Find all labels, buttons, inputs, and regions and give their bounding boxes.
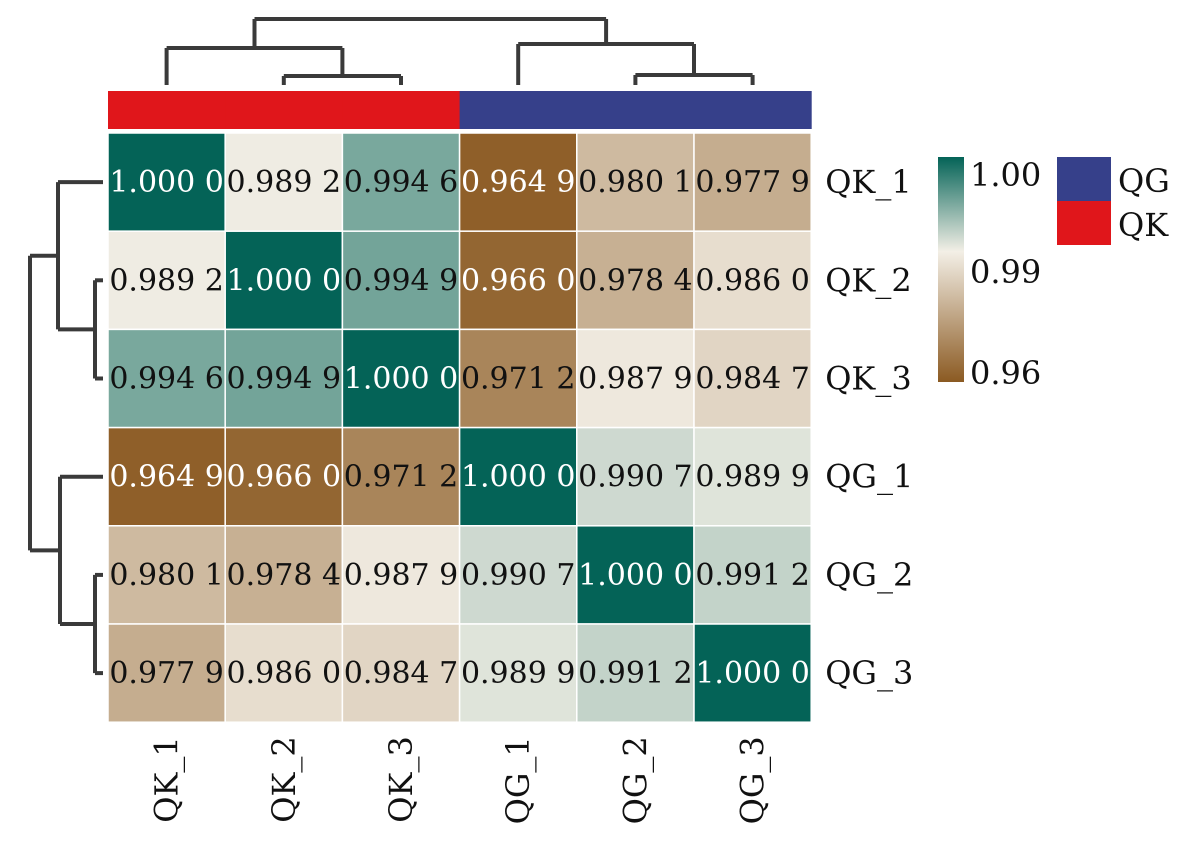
- heatmap-cell-r3-c4: [458, 328, 578, 429]
- cell-label-r4-c1: 0.964 9: [109, 460, 224, 495]
- heatmap-cell-r3-c6: [693, 328, 812, 429]
- cell-label-r1-c1: 1.000 0: [109, 165, 224, 200]
- row-label-qg-2: QG_2: [825, 556, 913, 594]
- cell-label-r4-c2: 0.966 0: [227, 460, 342, 495]
- cell-label-r5-c4: 0.990 7: [461, 558, 576, 593]
- cell-label-r4-c5: 0.990 7: [578, 460, 693, 495]
- cell-label-r3-c6: 0.984 7: [695, 362, 810, 397]
- column-label-qg-2: QG_2: [616, 736, 654, 824]
- row-label-qk-3: QK_3: [825, 360, 912, 398]
- cell-label-r1-c3: 0.994 6: [344, 165, 459, 200]
- group-bar-segment-2: [225, 91, 343, 129]
- legend-label-qg: QG: [1118, 162, 1170, 200]
- group-bar-segment-6: [694, 91, 812, 129]
- column-label-qg-3: QG_3: [734, 736, 772, 824]
- cell-label-r2-c1: 0.989 2: [109, 263, 224, 298]
- heatmap-cell-r2-c6: [693, 230, 812, 331]
- cell-label-r5-c3: 0.987 9: [344, 558, 459, 593]
- heatmap-cell-r4-c4: [458, 426, 578, 527]
- heatmap-cell-r5-c5: [576, 525, 695, 625]
- cell-label-r2-c2: 1.000 0: [227, 263, 342, 298]
- heatmap-cell-r6-c5: [576, 623, 695, 723]
- cell-label-r6-c1: 0.977 9: [109, 656, 224, 691]
- column-group-bar: [108, 91, 812, 129]
- group-bar-segment-3: [342, 91, 461, 129]
- cell-label-r1-c4: 0.964 9: [461, 165, 576, 200]
- heatmap-cell-r1-c3: [341, 132, 461, 232]
- row-label-qg-3: QG_3: [825, 654, 913, 692]
- colorbar-tick-min: 0.96: [970, 354, 1041, 392]
- cell-label-r5-c6: 0.991 2: [695, 558, 810, 593]
- legend-swatch-qk: [1057, 201, 1111, 245]
- cell-label-r4-c6: 0.989 9: [695, 460, 810, 495]
- cell-label-r4-c4: 1.000 0: [461, 460, 576, 495]
- column-labels: QK_1 QK_2 QK_3 QG_1 QG_2 QG_3: [148, 736, 772, 824]
- colorbar-tick-max: 1.00: [970, 156, 1041, 194]
- column-label-qk-3: QK_3: [382, 736, 420, 823]
- heatmap-cell-r3-c2: [224, 328, 344, 429]
- heatmap-cell-r3-c1: [107, 328, 226, 429]
- heatmap-cell-r1-c4: [458, 132, 578, 232]
- cell-label-r2-c6: 0.986 0: [695, 263, 810, 298]
- group-bar-segment-1: [108, 91, 226, 129]
- heatmap-cell-r2-c2: [224, 230, 344, 331]
- cell-label-r1-c6: 0.977 9: [695, 165, 810, 200]
- heatmap-cell-r6-c6: [693, 623, 812, 723]
- heatmap-cell-r4-c2: [224, 426, 344, 527]
- cell-label-r4-c3: 0.971 2: [344, 460, 459, 495]
- row-label-qg-1: QG_1: [825, 458, 913, 496]
- legend-swatch-qg: [1057, 157, 1111, 201]
- column-label-qk-1: QK_1: [148, 736, 186, 823]
- column-label-qk-2: QK_2: [265, 736, 303, 823]
- cell-label-r5-c5: 1.000 0: [578, 558, 693, 593]
- heatmap-cell-r5-c6: [693, 525, 812, 625]
- heatmap-cell-r6-c4: [458, 623, 578, 723]
- heatmap-cell-r4-c3: [341, 426, 461, 527]
- cell-label-r1-c2: 0.989 2: [227, 165, 342, 200]
- cell-label-r3-c2: 0.994 9: [227, 362, 342, 397]
- row-label-qk-1: QK_1: [825, 163, 912, 201]
- cell-label-r2-c4: 0.966 0: [461, 263, 576, 298]
- group-legend: QG QK: [1057, 157, 1170, 245]
- cell-label-r3-c3: 1.000 0: [344, 362, 459, 397]
- heatmap-cell-r6-c3: [341, 623, 461, 723]
- heatmap-cell-r6-c1: [107, 623, 226, 723]
- group-bar-segment-4: [459, 91, 578, 129]
- colorbar-tick-mid: 0.99: [970, 253, 1041, 291]
- heatmap-cell-r1-c6: [693, 132, 812, 232]
- cell-label-r3-c4: 0.971 2: [461, 362, 576, 397]
- cell-label-r1-c5: 0.980 1: [578, 165, 693, 200]
- cell-label-r6-c4: 0.989 9: [461, 656, 576, 691]
- cell-label-r3-c5: 0.987 9: [578, 362, 693, 397]
- heatmap-cell-r4-c1: [107, 426, 226, 527]
- cell-label-r2-c5: 0.978 4: [578, 263, 693, 298]
- heatmap-cell-r6-c2: [224, 623, 344, 723]
- legend-label-qk: QK: [1118, 206, 1169, 244]
- row-labels: QK_1 QK_2 QK_3 QG_1 QG_2 QG_3: [825, 163, 913, 692]
- heatmap-cell-r5-c1: [107, 525, 226, 625]
- cell-label-r5-c2: 0.978 4: [227, 558, 342, 593]
- cell-label-r6-c2: 0.986 0: [227, 656, 342, 691]
- heatmap-cell-r4-c5: [576, 426, 695, 527]
- colorbar-gradient: [938, 157, 964, 382]
- row-dendrogram: [28, 180, 103, 676]
- heatmap-cell-r5-c4: [458, 525, 578, 625]
- column-label-qg-1: QG_1: [499, 736, 537, 824]
- cell-label-r6-c5: 0.991 2: [578, 656, 693, 691]
- row-label-qk-2: QK_2: [825, 261, 912, 299]
- cell-label-r5-c1: 0.980 1: [109, 558, 224, 593]
- column-dendrogram: [164, 17, 755, 85]
- group-bar-segment-5: [576, 91, 695, 129]
- colorbar: 1.00 0.99 0.96: [938, 156, 1041, 392]
- heatmap-cells: 1.000 0 0.989 2 0.994 6 0.964 9 0.980 1 0.977…: [107, 132, 812, 723]
- cell-label-r6-c6: 1.000 0: [695, 656, 810, 691]
- heatmap-cell-r1-c5: [576, 132, 695, 232]
- cell-label-r6-c3: 0.984 7: [344, 656, 459, 691]
- cell-label-r2-c3: 0.994 9: [344, 263, 459, 298]
- cell-label-r3-c1: 0.994 6: [109, 362, 224, 397]
- heatmap-cell-r5-c2: [224, 525, 344, 625]
